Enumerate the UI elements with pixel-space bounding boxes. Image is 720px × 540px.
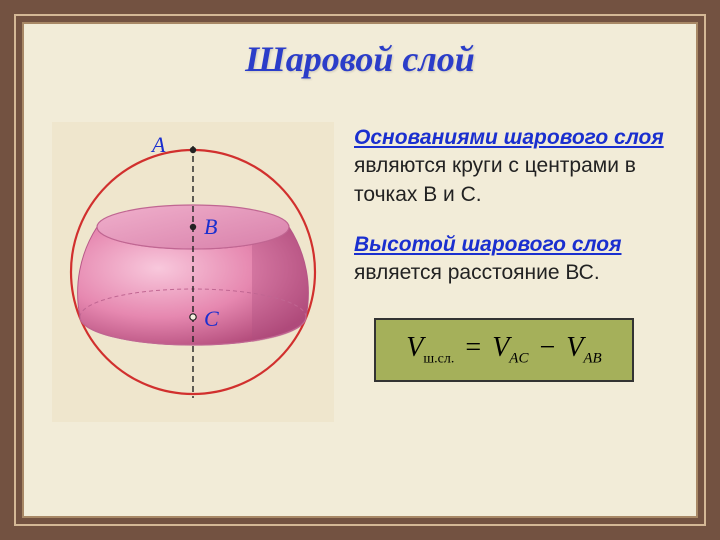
- spherical-zone-diagram: A B C: [52, 122, 334, 422]
- inner-border: Шаровой слой: [22, 22, 698, 518]
- formula-V2: V: [492, 332, 509, 363]
- label-A: A: [150, 132, 166, 157]
- definition-bases: Основаниями шарового слоя являются круги…: [354, 124, 684, 209]
- point-A: [190, 147, 196, 153]
- volume-formula: Vш.сл. = VAC − VAB: [406, 329, 601, 369]
- text-content: Основаниями шарового слоя являются круги…: [354, 124, 684, 382]
- term-bases-rest: являются круги с центрами в точках В и С…: [354, 154, 636, 205]
- term-height-rest: является расстояние ВС.: [354, 261, 600, 284]
- outer-border: Шаровой слой: [14, 14, 706, 526]
- label-C: C: [204, 306, 219, 331]
- definition-height: Высотой шарового слоя является расстояни…: [354, 231, 684, 288]
- point-C: [190, 314, 196, 320]
- formula-minus: −: [535, 332, 559, 363]
- slide-title: Шаровой слой: [245, 38, 475, 80]
- presentation-frame: Шаровой слой: [0, 0, 720, 540]
- formula-sub3: AB: [583, 351, 601, 367]
- label-B: B: [204, 214, 217, 239]
- formula-eq: =: [461, 332, 485, 363]
- term-height: Высотой шарового слоя: [354, 233, 622, 256]
- formula-sub1: ш.сл.: [423, 352, 454, 367]
- point-B: [190, 224, 196, 230]
- formula-V3: V: [566, 332, 583, 363]
- volume-formula-box: Vш.сл. = VAC − VAB: [374, 318, 634, 382]
- formula-V1: V: [406, 332, 423, 363]
- formula-sub2: AC: [509, 351, 528, 367]
- term-bases: Основаниями шарового слоя: [354, 126, 664, 149]
